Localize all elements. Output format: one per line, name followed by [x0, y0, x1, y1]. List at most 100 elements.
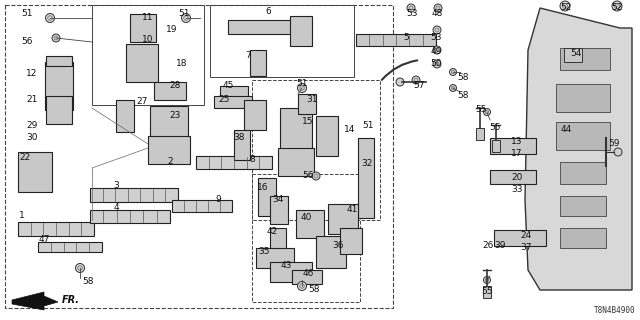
Circle shape	[54, 36, 58, 40]
Circle shape	[300, 86, 304, 90]
Circle shape	[184, 16, 188, 20]
Text: 35: 35	[259, 247, 269, 257]
Text: 42: 42	[266, 228, 278, 236]
Circle shape	[451, 86, 455, 90]
Circle shape	[414, 78, 418, 82]
Text: 10: 10	[142, 36, 154, 44]
Text: 58: 58	[83, 276, 93, 285]
Bar	[228, 20, 308, 34]
Bar	[92, 5, 204, 105]
Text: 43: 43	[280, 260, 292, 269]
Text: 36: 36	[332, 242, 344, 251]
Circle shape	[436, 6, 440, 10]
Bar	[560, 162, 606, 184]
Bar	[154, 82, 186, 100]
Text: 16: 16	[257, 182, 269, 191]
Circle shape	[483, 108, 490, 116]
Bar	[5, 5, 393, 308]
Text: 58: 58	[457, 92, 468, 100]
Text: 22: 22	[19, 154, 31, 163]
Bar	[278, 148, 314, 176]
Text: T8N4B4900: T8N4B4900	[595, 306, 636, 315]
Circle shape	[298, 282, 307, 291]
Bar	[18, 222, 94, 236]
Bar	[172, 200, 232, 212]
Text: 27: 27	[136, 98, 148, 107]
Circle shape	[435, 28, 439, 32]
Circle shape	[449, 84, 456, 92]
Circle shape	[409, 6, 413, 10]
Text: 48: 48	[431, 10, 443, 19]
Text: 15: 15	[302, 117, 314, 126]
Circle shape	[76, 263, 84, 273]
Text: 20: 20	[511, 173, 523, 182]
Bar	[494, 230, 546, 246]
Circle shape	[485, 110, 489, 114]
Bar	[46, 96, 72, 124]
Circle shape	[434, 4, 442, 12]
Circle shape	[300, 284, 304, 288]
Bar	[292, 270, 322, 284]
Text: 55: 55	[476, 106, 487, 115]
Bar	[18, 152, 52, 192]
Circle shape	[483, 276, 490, 284]
Bar	[328, 204, 358, 234]
Bar	[340, 228, 362, 254]
Bar	[196, 156, 272, 169]
Text: 5: 5	[403, 34, 409, 43]
Circle shape	[298, 84, 307, 92]
Text: 51: 51	[179, 10, 189, 19]
Bar	[560, 228, 606, 248]
Circle shape	[396, 78, 404, 86]
Bar	[46, 56, 72, 66]
Text: 45: 45	[222, 82, 234, 91]
Text: 4: 4	[113, 204, 119, 212]
Text: 46: 46	[302, 268, 314, 277]
Text: 21: 21	[26, 95, 38, 105]
Bar	[214, 96, 252, 108]
Bar	[270, 196, 288, 224]
Text: 9: 9	[215, 196, 221, 204]
Text: 47: 47	[38, 236, 50, 244]
Text: 49: 49	[430, 47, 442, 57]
Circle shape	[45, 13, 54, 22]
Bar	[560, 48, 610, 70]
Text: 11: 11	[142, 13, 154, 22]
Circle shape	[412, 76, 420, 84]
Circle shape	[182, 13, 191, 22]
Bar	[490, 138, 536, 154]
Text: 33: 33	[511, 186, 523, 195]
Text: 24: 24	[520, 231, 532, 241]
Text: 29: 29	[26, 122, 38, 131]
Bar	[476, 128, 484, 140]
Bar	[45, 62, 73, 110]
Text: 58: 58	[308, 284, 320, 293]
Bar	[116, 100, 134, 132]
Bar	[564, 48, 582, 62]
Bar	[490, 170, 536, 184]
Bar	[258, 178, 276, 216]
Bar	[290, 16, 312, 46]
Text: 57: 57	[413, 82, 425, 91]
Text: 53: 53	[406, 10, 418, 19]
Circle shape	[451, 70, 455, 74]
Text: 13: 13	[511, 138, 523, 147]
Circle shape	[52, 34, 60, 42]
Polygon shape	[525, 8, 632, 290]
Circle shape	[312, 172, 320, 180]
Text: 40: 40	[300, 213, 312, 222]
Text: 54: 54	[570, 49, 582, 58]
Circle shape	[314, 174, 318, 178]
Bar	[560, 196, 606, 216]
Text: 53: 53	[430, 34, 442, 43]
Circle shape	[612, 1, 622, 11]
Text: 1: 1	[19, 212, 25, 220]
Circle shape	[485, 278, 489, 282]
Polygon shape	[12, 292, 58, 310]
Text: 51: 51	[362, 121, 374, 130]
Bar	[556, 84, 610, 112]
Text: 3: 3	[113, 180, 119, 189]
Bar	[316, 236, 346, 268]
Text: 2: 2	[167, 157, 173, 166]
Text: 44: 44	[561, 125, 572, 134]
